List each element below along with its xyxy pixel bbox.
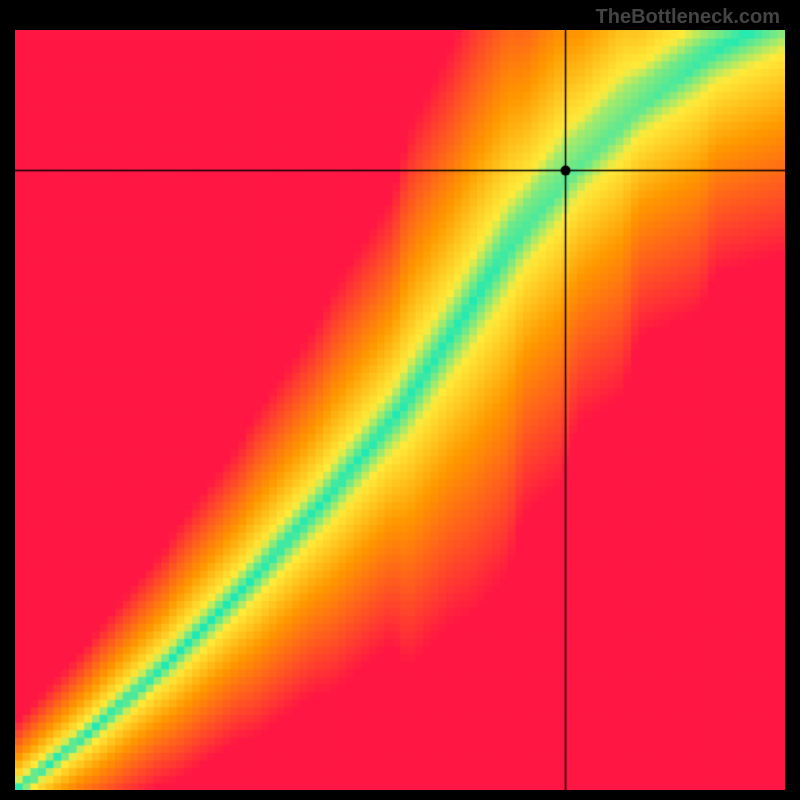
bottleneck-heatmap	[15, 30, 785, 790]
watermark-text: TheBottleneck.com	[596, 6, 780, 29]
